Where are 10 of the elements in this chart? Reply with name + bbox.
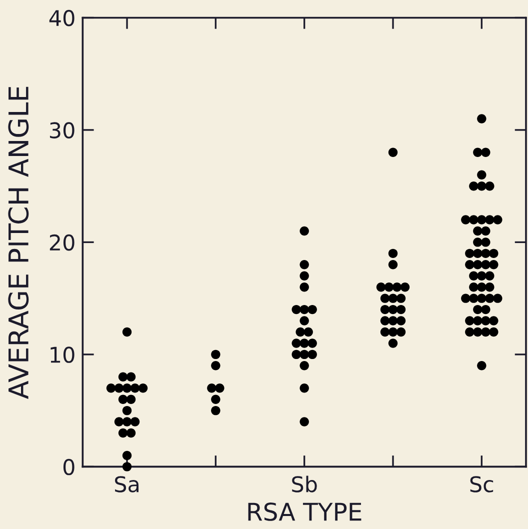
- y-tick-label: 0: [63, 458, 74, 476]
- x-axis-title: RSA TYPE: [248, 502, 362, 521]
- x-tick-label: Sc: [470, 476, 494, 492]
- y-tick-label: 40: [49, 10, 74, 26]
- y-tick-label: 10: [50, 346, 74, 363]
- x-tick-label: Sa: [115, 476, 138, 492]
- y-axis-title: AVERAGE PITCH ANGLE: [8, 86, 29, 400]
- y-tick-label: 30: [50, 122, 74, 138]
- x-tick-label: Sb: [292, 476, 317, 492]
- y-tick-label: 20: [50, 234, 74, 251]
